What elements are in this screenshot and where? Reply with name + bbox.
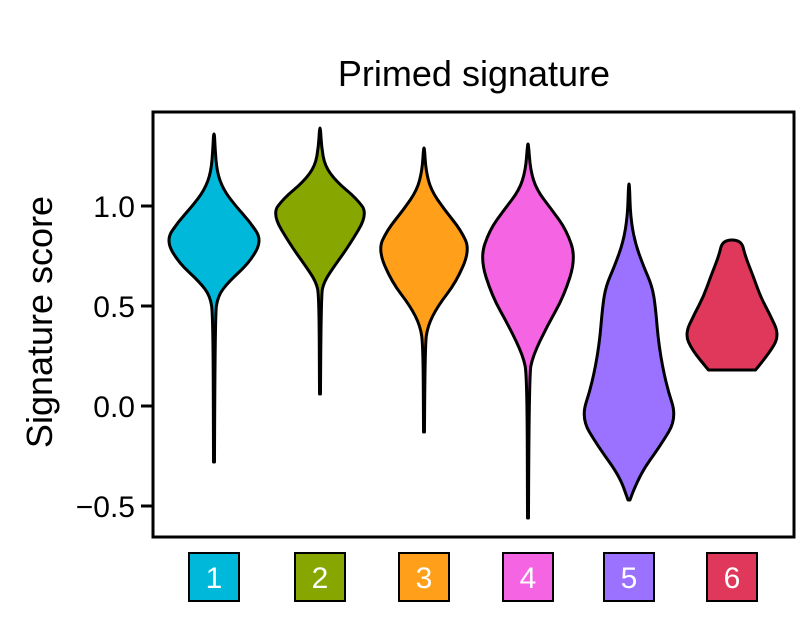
category-label-4: 4 [520, 562, 537, 595]
category-box-4 [502, 552, 554, 602]
violin-3 [379, 146, 469, 434]
category-box-6 [706, 552, 758, 602]
violin-6 [685, 238, 779, 372]
violin-1 [167, 132, 261, 464]
category-label-6: 6 [724, 562, 741, 595]
category-label-2: 2 [312, 562, 329, 595]
chart-title: Primed signature [338, 53, 610, 94]
y-axis-label: Signature score [19, 196, 60, 448]
category-box-3 [398, 552, 450, 602]
y-tick-label: 0.0 [93, 391, 135, 424]
category-labels: 1 2 3 4 5 6 [188, 552, 758, 602]
y-tick-label: 1.0 [93, 191, 135, 224]
violins [167, 126, 779, 520]
plot-frame [151, 110, 796, 539]
category-box-2 [294, 552, 346, 602]
category-box-5 [603, 552, 655, 602]
violin-4 [481, 142, 575, 520]
category-label-1: 1 [206, 562, 223, 595]
y-tick-label: 0.5 [93, 291, 135, 324]
category-label-5: 5 [621, 562, 638, 595]
y-axis-ticks: 1.0 0.5 0.0 −0.5 [76, 191, 153, 524]
violin-5 [582, 182, 676, 502]
y-tick-label: −0.5 [76, 491, 135, 524]
category-box-1 [188, 552, 240, 602]
violin-2 [274, 126, 366, 396]
category-label-3: 3 [416, 562, 433, 595]
